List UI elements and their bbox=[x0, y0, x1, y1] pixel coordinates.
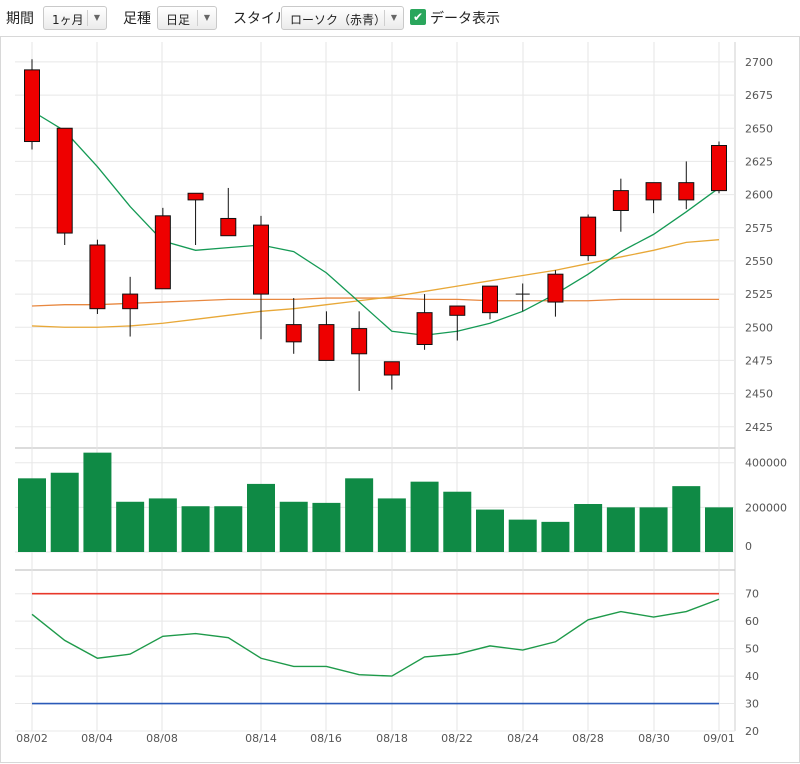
style-value: ローソク（赤青） bbox=[290, 13, 387, 27]
ashi-label: 足種 bbox=[123, 11, 151, 27]
period-value: 1ヶ月 bbox=[52, 13, 84, 27]
volume-bar bbox=[214, 506, 243, 552]
volume-bar bbox=[377, 498, 406, 552]
volume-tick-label: 0 bbox=[745, 540, 752, 553]
date-tick-label: 08/18 bbox=[376, 732, 408, 745]
style-select[interactable]: ローソク（赤青） ▼ bbox=[281, 6, 404, 30]
price-tick-label: 2425 bbox=[745, 421, 773, 434]
candle-up bbox=[645, 182, 662, 201]
date-tick-label: 08/04 bbox=[81, 732, 113, 745]
date-tick-label: 08/28 bbox=[572, 732, 604, 745]
candle-up bbox=[580, 216, 597, 257]
price-tick-label: 2525 bbox=[745, 288, 773, 301]
ashi-value: 日足 bbox=[166, 13, 191, 27]
rsi-tick-label: 70 bbox=[745, 588, 759, 601]
candle-up bbox=[711, 145, 727, 192]
volume-bar bbox=[672, 486, 701, 552]
candle-up bbox=[24, 69, 40, 143]
chart-toolbar: 期間 1ヶ月 ▼ 足種 日足 ▼ スタイル ローソク（赤青） ▼ ✔ データ表示 bbox=[0, 0, 800, 36]
volume-bar bbox=[345, 478, 374, 552]
chevron-down-icon: ▼ bbox=[197, 10, 216, 26]
rsi-tick-label: 20 bbox=[745, 725, 759, 738]
rsi-tick-label: 40 bbox=[745, 670, 759, 683]
volume-bar bbox=[410, 481, 439, 552]
date-tick-label: 08/24 bbox=[507, 732, 539, 745]
candle-up bbox=[612, 190, 629, 212]
candle-up bbox=[285, 324, 302, 343]
volume-bar bbox=[541, 521, 570, 552]
candle-up bbox=[351, 328, 368, 355]
check-icon: ✔ bbox=[412, 10, 424, 24]
candle-up bbox=[449, 305, 466, 316]
price-tick-label: 2550 bbox=[745, 255, 773, 268]
chart-frame bbox=[0, 36, 800, 763]
volume-bar bbox=[508, 519, 537, 552]
volume-bar bbox=[476, 509, 504, 552]
rsi-line bbox=[31, 598, 720, 677]
volume-bar bbox=[50, 472, 79, 552]
style-label: スタイル bbox=[233, 11, 289, 27]
volume-bar bbox=[606, 507, 635, 552]
candle-up bbox=[220, 217, 237, 237]
data-display-label[interactable]: データ表示 bbox=[430, 11, 500, 27]
price-tick-label: 2700 bbox=[745, 56, 773, 69]
candle-up bbox=[318, 324, 335, 361]
volume-bar bbox=[279, 501, 308, 552]
candle-up bbox=[383, 361, 400, 376]
date-tick-label: 08/14 bbox=[245, 732, 277, 745]
ma-short-line bbox=[31, 110, 720, 336]
candle-up bbox=[122, 293, 139, 310]
candle-up bbox=[253, 224, 269, 295]
volume-tick-label: 400000 bbox=[745, 457, 787, 470]
candle-up bbox=[56, 127, 73, 234]
volume-bar bbox=[574, 504, 603, 552]
chevron-down-icon: ▼ bbox=[384, 10, 403, 26]
date-tick-label: 08/30 bbox=[638, 732, 670, 745]
price-tick-label: 2475 bbox=[745, 354, 773, 367]
candle-up bbox=[678, 182, 695, 201]
volume-bar bbox=[148, 498, 177, 552]
volume-bar bbox=[312, 502, 341, 552]
volume-bar bbox=[443, 491, 472, 552]
date-tick-label: 08/02 bbox=[16, 732, 48, 745]
volume-bar bbox=[181, 506, 210, 552]
volume-bar bbox=[639, 507, 668, 552]
candle-up bbox=[154, 215, 171, 290]
volume-bar bbox=[116, 501, 145, 552]
ashi-select[interactable]: 日足 ▼ bbox=[157, 6, 217, 30]
candle-up bbox=[187, 192, 204, 201]
price-tick-label: 2450 bbox=[745, 388, 773, 401]
volume-bar bbox=[247, 483, 275, 552]
price-tick-label: 2500 bbox=[745, 321, 773, 334]
date-tick-label: 08/22 bbox=[441, 732, 473, 745]
rsi-tick-label: 60 bbox=[745, 615, 759, 628]
price-tick-label: 2650 bbox=[745, 122, 773, 135]
price-tick-label: 2625 bbox=[745, 155, 773, 168]
volume-bar bbox=[18, 478, 46, 552]
ma-long-line bbox=[31, 297, 719, 307]
date-tick-label: 08/16 bbox=[310, 732, 342, 745]
period-select[interactable]: 1ヶ月 ▼ bbox=[43, 6, 107, 30]
candle-up bbox=[416, 312, 433, 346]
date-tick-label: 08/08 bbox=[146, 732, 178, 745]
data-display-checkbox[interactable]: ✔ bbox=[410, 9, 426, 25]
rsi-tick-label: 50 bbox=[745, 643, 759, 656]
volume-tick-label: 200000 bbox=[745, 501, 787, 514]
price-tick-label: 2600 bbox=[745, 189, 773, 202]
volume-bar bbox=[705, 507, 733, 552]
candle-up bbox=[89, 244, 106, 310]
ma-mid-line bbox=[31, 239, 720, 328]
price-tick-label: 2575 bbox=[745, 222, 773, 235]
price-tick-label: 2675 bbox=[745, 89, 773, 102]
chevron-down-icon: ▼ bbox=[87, 10, 106, 26]
rsi-tick-label: 30 bbox=[745, 698, 759, 711]
candle-up bbox=[482, 285, 498, 314]
candle-up bbox=[547, 273, 564, 303]
volume-bar bbox=[83, 452, 112, 552]
period-label: 期間 bbox=[6, 11, 34, 27]
date-tick-label: 09/01 bbox=[703, 732, 735, 745]
